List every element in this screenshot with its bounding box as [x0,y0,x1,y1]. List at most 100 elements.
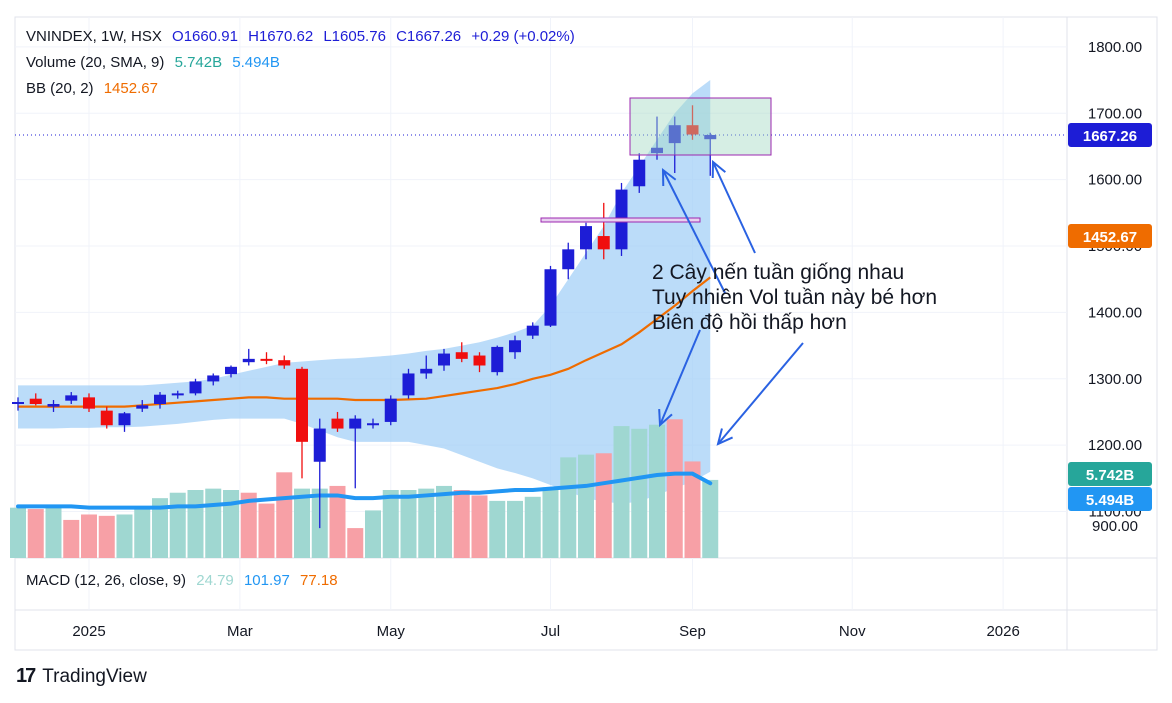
candle-body [367,423,379,426]
y-tick-label: 1700.00 [1088,105,1142,122]
chart-frame [14,16,1158,651]
last-price-badge [1068,122,1152,147]
volume-bar [471,495,488,558]
y-tick-label: 1400.00 [1088,304,1142,321]
candle-body [420,368,433,374]
volume-badge [1068,462,1152,486]
candle-body [544,269,557,326]
candle-body [349,418,362,429]
candle-body [668,125,681,144]
y-tick-label: 1300.00 [1088,371,1142,388]
volume-bar [666,419,683,558]
volume-bar [649,424,665,558]
bollinger-band [18,80,711,504]
arrow-line [712,161,756,254]
volume-bar [276,472,293,558]
annotation-line: Biên độ hồi thấp hơn [652,311,847,334]
candle-body [189,381,202,394]
macd-indicator-label[interactable]: MACD (12, 26, close, 9) [26,572,187,589]
x-tick-label: Jul [541,623,560,640]
volume-bar [436,485,452,558]
tradingview-logo-icon: 17 [16,665,36,687]
candle-body [65,395,78,401]
volume-bar [63,519,80,558]
macd-histogram-value: 24.79 [196,572,234,589]
volume-bar [578,454,594,558]
candle-body [580,226,592,250]
volume-badge-text: 5.742B [1086,467,1135,484]
volume-bar [453,490,470,558]
candle-body [651,147,663,154]
candle-body [100,410,113,426]
macd-line-value: 101.97 [243,572,290,589]
symbol-label[interactable]: VNINDEX, 1W, HSX [26,28,162,45]
candle-body [118,413,131,426]
candle-body [260,358,273,361]
x-tick-label: Nov [839,623,866,640]
volume-bar [223,490,239,558]
tradingview-logo-text: TradingView [42,665,147,687]
volume-bar [507,500,523,558]
highlight-box [540,217,701,223]
volume-sma-value: 5.494B [232,54,280,71]
volume-bar [684,461,701,558]
bb-legend: BB (20, 2) 1452.67 [26,80,164,97]
candle-body [455,352,468,359]
candle-body [402,373,415,396]
volume-bar [702,479,719,558]
volume-bar [382,490,399,558]
x-tick-label: May [377,623,406,640]
candle-body [562,249,575,270]
volume-bar [169,492,186,558]
y-tick-label: 1800.00 [1088,39,1142,56]
volume-bar [613,426,630,558]
arrow-head [661,167,677,187]
candle-body [438,353,450,366]
bb-value: 1452.67 [103,80,158,97]
candle-body [473,355,486,366]
candle-body [509,340,521,353]
arrow-head [711,159,726,179]
volume-legend: Volume (20, SMA, 9) 5.742B 5.494B [26,54,286,71]
x-tick-label: Mar [227,623,253,640]
candle-body [526,325,539,336]
bb-indicator-label[interactable]: BB (20, 2) [26,80,94,97]
arrow-line [662,169,726,294]
bb-basis-badge-text: 1452.67 [1083,229,1137,246]
candle-body [83,397,95,409]
volume-bar [294,488,310,558]
volume-bar [258,503,275,558]
volume-sma-badge-text: 5.494B [1086,492,1135,509]
candle-body [47,403,60,407]
bb-basis-badge [1068,224,1152,248]
volume-bar [152,498,168,558]
candle-body [331,418,344,429]
candle-body [225,366,237,375]
volume-bar [240,492,257,558]
candle-body [171,393,184,396]
arrow-line [659,329,701,426]
volume-bar [489,500,506,558]
macd-legend: MACD (12, 26, close, 9) 24.79 101.97 77.… [26,572,344,589]
change-value: +0.29 (+0.02%) [471,28,575,45]
candle-body [242,358,255,363]
y-tick-label: 1200.00 [1088,437,1142,454]
volume-bar [81,514,97,558]
bollinger-basis-line [18,276,711,408]
arrow-head [658,408,673,428]
y-tick-label: 900.00 [1092,518,1138,535]
open-value: O1660.91 [172,28,238,45]
volume-bar [542,487,559,558]
volume-bar [187,490,204,558]
candle-body [136,405,149,409]
y-tick-label: 1600.00 [1088,172,1142,189]
arrow-head [716,428,734,446]
volume-indicator-label[interactable]: Volume (20, SMA, 9) [26,54,165,71]
candle-body [278,360,291,366]
candle-body [313,428,326,462]
tradingview-logo[interactable]: 17 TradingView [16,665,147,688]
volume-bar [329,485,346,558]
candle-body [12,402,24,405]
x-tick-label: 2026 [986,623,1019,640]
